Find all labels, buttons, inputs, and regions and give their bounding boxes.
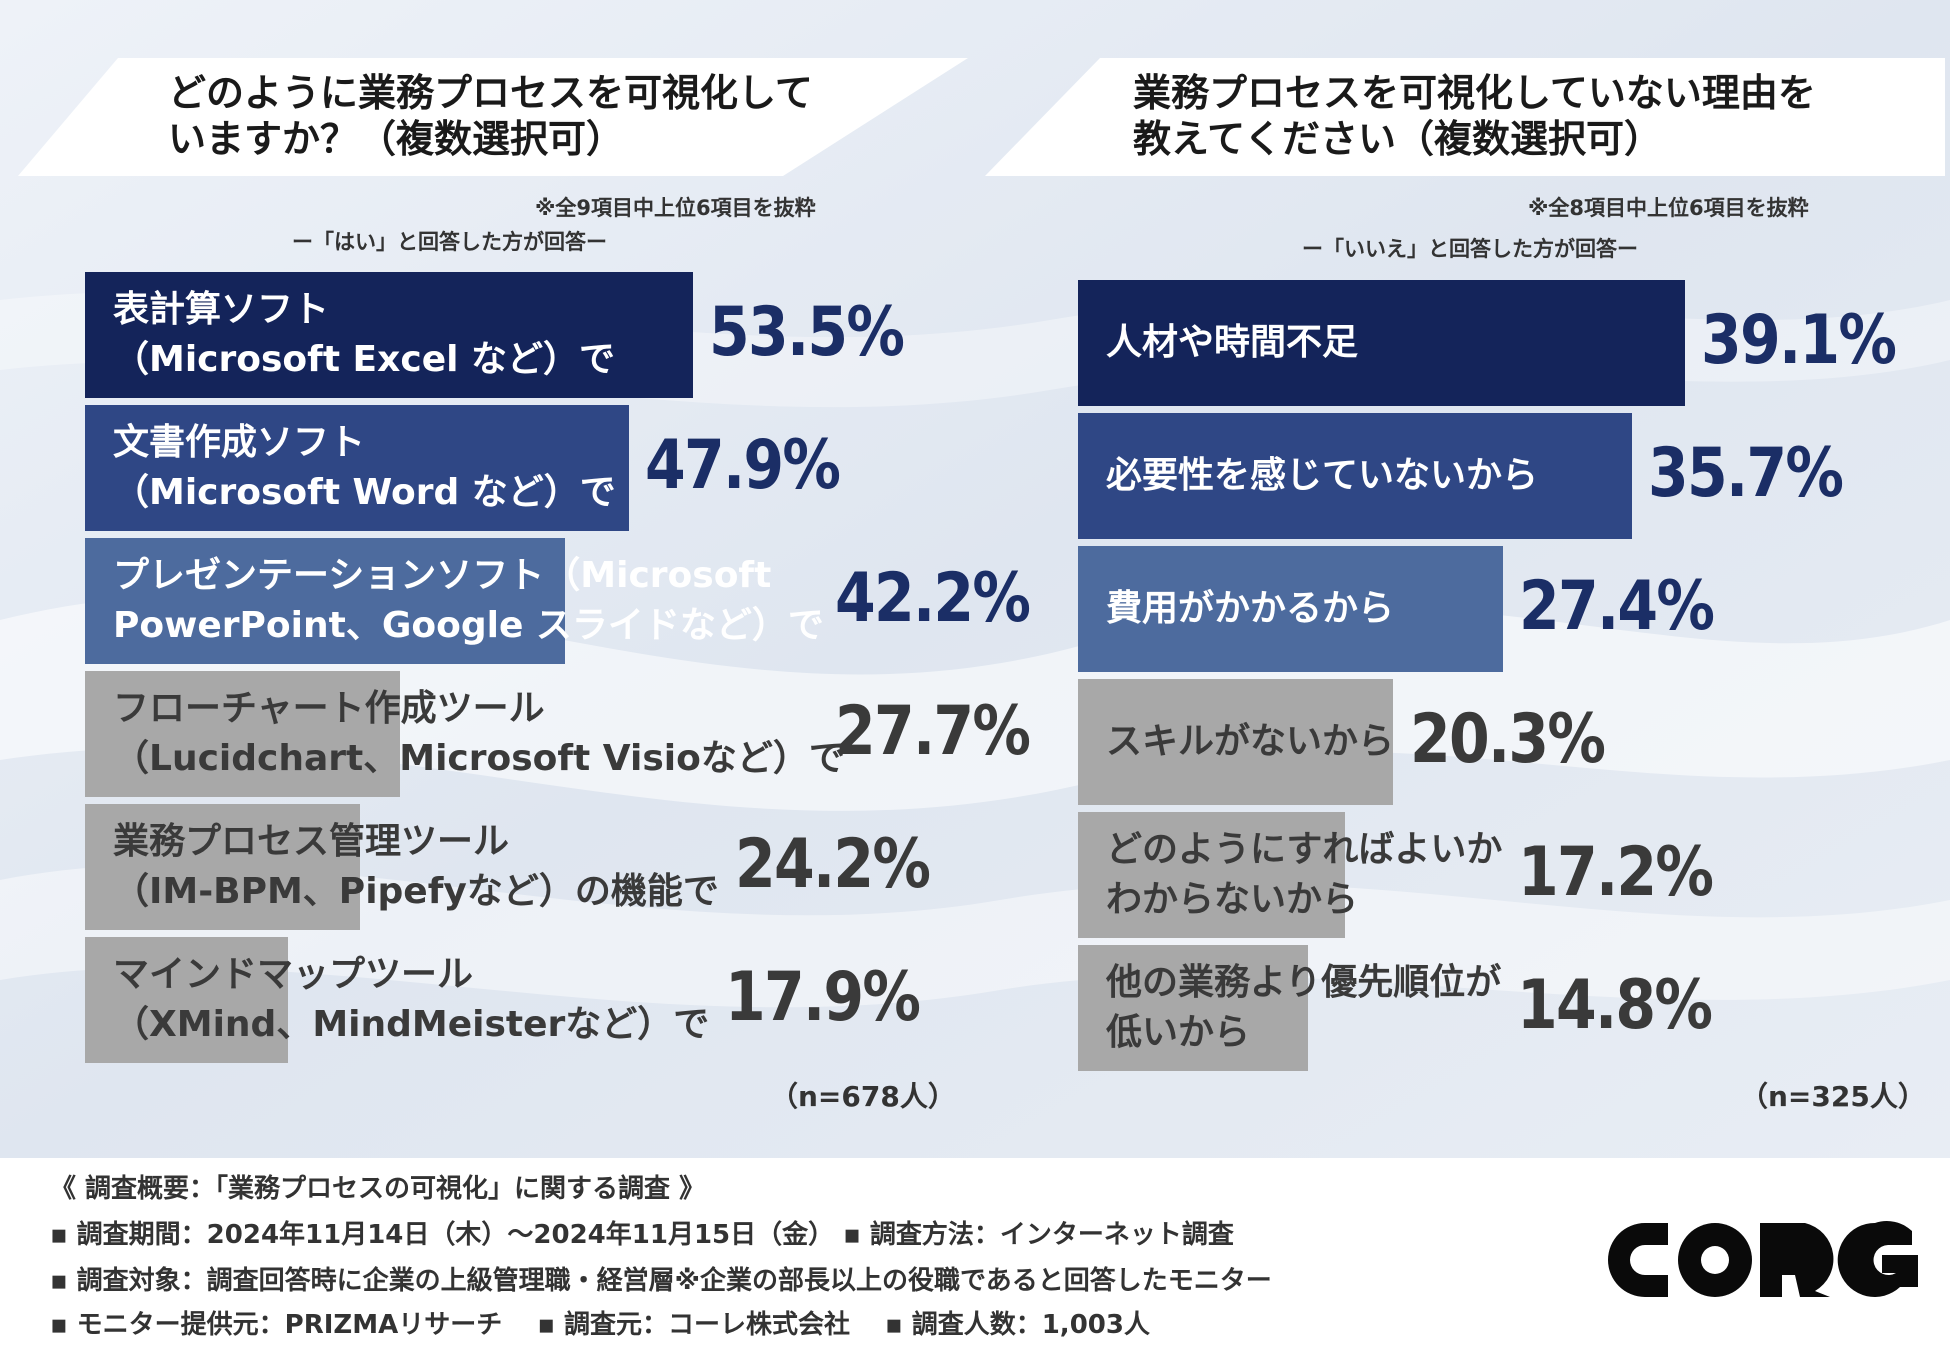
right-bar-label-2: 必要性を感じていないから [1106,455,1539,496]
right-bar-4 [1078,679,1393,805]
right-bar-1 [1078,280,1685,406]
left-bar-value-4: 27.7% [835,692,1031,771]
right-bar-label-5: どのようにすればよいか わからないから [1106,829,1503,920]
left-bar-chart: 表計算ソフト （Microsoft Excel など）で 53.5% 文書作成ソフト… [85,272,1031,1063]
left-chart-title: どのように業務プロセスを可視化して いますか？（複数選択可） [168,71,813,161]
left-note-respondents: ー「はい」と回答した方が回答ー [292,230,607,254]
right-note-extract: ※全8項目中上位6項目を抜粋 [1528,196,1809,220]
left-bar-label-3: プレゼンテーションソフト（Microsoft PowerPoint、Google… [113,555,824,646]
right-bar-3 [1078,546,1503,672]
right-bar-chart: 人材や時間不足 39.1% 必要性を感じていないから 35.7% 費用がかかるから 27.… [1078,280,1897,1071]
right-sample-size: （n=325人） [1740,1080,1926,1113]
left-bar-label-5: 業務プロセス管理ツール （IM-BPM、Pipefyなど）の機能で [113,821,719,912]
left-title-band: どのように業務プロセスを可視化して いますか？（複数選択可） [18,58,968,176]
right-note-respondents: ー「いいえ」と回答した方が回答ー [1302,237,1638,261]
left-bar-3 [85,538,565,664]
footer-heading: 《 調査概要：「業務プロセスの可視化」に関する調査 》 [50,1174,706,1204]
right-chart-title: 業務プロセスを可視化していない理由を 教えてください（複数選択可） [1133,71,1816,161]
right-bar-2 [1078,413,1632,539]
right-bar-5 [1078,812,1345,938]
left-note-extract: ※全9項目中上位6項目を抜粋 [535,196,816,220]
right-bar-label-3: 費用がかかるから [1106,588,1395,629]
right-bar-value-2: 35.7% [1648,434,1844,513]
left-bar-label-2: 文書作成ソフト （Microsoft Word など）で [113,422,616,513]
left-bar-value-5: 24.2% [734,825,931,904]
right-bar-value-4: 20.3% [1410,700,1606,779]
left-bar-value-3: 42.2% [835,559,1031,638]
left-bar-1 [85,272,693,398]
left-bar-4 [85,671,400,797]
survey-footer: 《 調査概要：「業務プロセスの可視化」に関する調査 》 ▪ 調査期間：2024年… [0,1158,1950,1350]
left-bar-value-6: 17.9% [725,958,921,1037]
left-bar-5 [85,804,360,930]
corg-logo [1608,1221,1918,1297]
right-bar-value-1: 39.1% [1701,301,1897,380]
right-bar-6 [1078,945,1308,1071]
left-bar-label-1: 表計算ソフト （Microsoft Excel など）で [113,289,615,380]
left-bar-2 [85,405,629,531]
right-bar-label-4: スキルがないから [1106,721,1395,762]
left-bar-value-2: 47.9% [645,426,841,505]
left-bar-label-6: マインドマップツール （XMind、MindMeisterなど）で [113,954,710,1045]
right-bar-value-6: 14.8% [1517,966,1713,1045]
right-bar-value-5: 17.2% [1518,833,1714,912]
right-bar-value-3: 27.4% [1519,567,1715,646]
footer-line-period: ▪ 調査期間：2024年11月14日（木）〜2024年11月15日（金） ▪ 調… [50,1220,1234,1250]
left-bar-6 [85,937,288,1063]
left-sample-size: （n=678人） [770,1080,956,1113]
left-bar-value-1: 53.5% [709,293,905,372]
right-bar-label-1: 人材や時間不足 [1106,322,1359,363]
footer-line-target: ▪ 調査対象：調査回答時に企業の上級管理職・経営層※企業の部長以上の役職であると… [50,1266,1272,1296]
footer-line-provider: ▪ モニター提供元：PRIZMAリサーチ ▪ 調査元：コーレ株式会社 ▪ 調査人… [50,1310,1150,1340]
right-bar-label-6: 他の業務より優先順位が 低いから [1106,962,1502,1053]
right-title-band: 業務プロセスを可視化していない理由を 教えてください（複数選択可） [985,58,1945,176]
left-bar-label-4: フローチャート作成ツール （Lucidchart、Microsoft Visio… [113,688,845,779]
